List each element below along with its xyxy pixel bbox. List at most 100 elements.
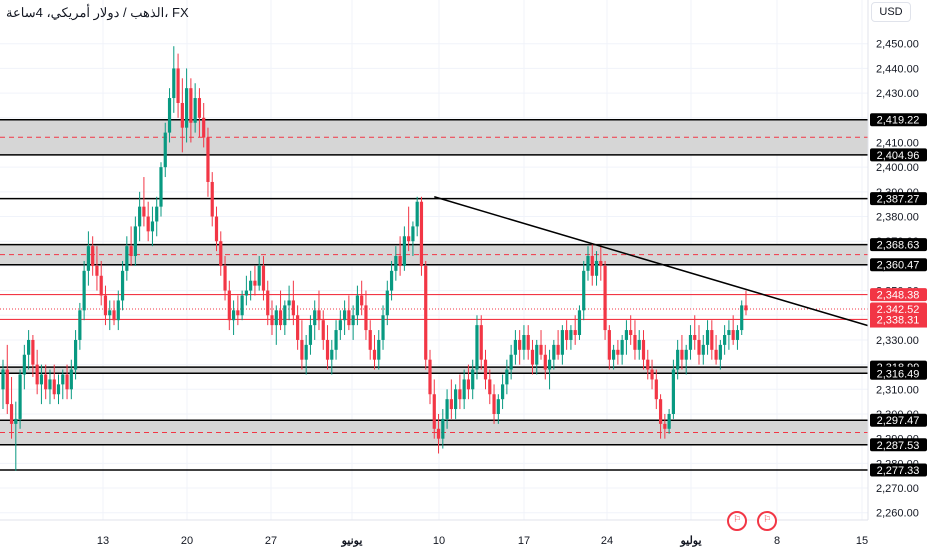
y-tick-label: 2,260.00 [876,508,919,520]
price-tag-bg [870,192,927,206]
y-tick-label: 2,410.00 [876,137,919,149]
price-tag-bg [870,413,927,427]
candle-body [573,330,577,336]
candle-body [419,201,424,266]
price-tag: 2,277.33 [870,463,927,477]
candle-body [338,320,342,331]
flag-icon[interactable]: ⚐ [727,511,747,531]
currency-button[interactable]: USD [871,2,911,22]
candle-body [103,295,108,316]
candle-body [296,315,300,340]
candle-body [227,290,231,321]
candle-body [172,68,176,99]
candle-body [120,270,125,301]
price-tag-label: 2,316.49 [877,368,920,380]
x-tick-label: 10 [433,535,445,547]
candle-body [496,399,500,414]
candle-body [385,290,389,316]
candle-body [317,310,321,321]
candle-body [91,246,95,266]
candle-body [547,359,552,370]
candle-body [325,339,330,360]
candle-body [347,310,351,326]
candle-body [283,305,287,326]
x-tick-label: يونيو [341,535,363,547]
candle-body [360,295,364,306]
price-tag-label: 2,368.63 [877,240,920,252]
price-tag-bg [870,258,927,272]
candle-body [368,330,372,350]
candle-body [167,98,172,133]
candle-body [86,246,90,271]
candle-body [458,389,462,400]
candle-body [676,349,680,370]
candle-body [671,369,675,414]
candle-body [697,339,701,355]
candle-body [603,265,607,331]
x-tick-label: يوليو [679,535,701,547]
candle-body [73,339,78,370]
candle-body [454,389,458,410]
x-tick-label: 13 [97,535,109,547]
candle-body [407,236,411,242]
candle-body [185,88,189,128]
candle-body [31,339,35,365]
candle-body [402,236,406,266]
price-tag-label: 2,404.96 [877,150,920,162]
candle-body [206,137,210,182]
candle-body [658,399,663,424]
x-tick-label: 20 [181,535,193,547]
candle-body [723,335,727,345]
candle-body [432,394,436,429]
candle-body [287,300,291,306]
candle-body [1,369,5,390]
candle-body [513,339,517,355]
candle-body [471,369,475,390]
price-tag-label: 2,419.22 [877,115,920,127]
y-tick-label: 2,400.00 [876,162,919,174]
candle-body [637,339,641,350]
candle-body [518,339,522,350]
candle-body [577,310,582,336]
candle-body [150,221,155,232]
candle-body [240,295,244,316]
candle-body [231,310,236,321]
candle-body [334,330,338,350]
candle-body [278,310,283,326]
candle-body [193,98,197,123]
candle-body [27,339,31,355]
candle-body [667,413,671,429]
price-tag-bg [870,148,927,162]
candle-body [14,418,18,424]
candle-body [163,132,167,168]
candle-body [735,330,740,340]
candle-body [590,256,594,276]
price-tag: 2,348.38 [870,288,927,302]
flag-icon[interactable]: ⚐ [757,511,777,531]
candle-body [441,418,445,439]
candle-body [398,256,402,266]
price-tag: 2,338.31 [870,312,927,326]
x-tick-label: 8 [774,535,780,547]
candle-body [189,88,193,123]
price-tag: 2,360.47 [870,258,927,272]
candle-body [372,349,377,360]
candle-body [351,315,355,326]
candle-body [744,305,748,311]
candle-body [78,310,82,340]
candle-body [381,315,385,340]
candle-body [705,330,710,345]
candle-body [620,339,624,355]
candle-body [244,290,248,296]
candle-body [180,102,184,128]
candle-body [394,256,398,271]
candle-body [449,399,453,410]
candle-body [479,325,483,360]
candle-body [176,68,180,103]
candle-body [219,241,223,266]
price-tag: 2,404.96 [870,148,927,162]
candle-body [718,344,722,360]
candle-body [701,344,705,355]
candle-body [641,339,646,360]
